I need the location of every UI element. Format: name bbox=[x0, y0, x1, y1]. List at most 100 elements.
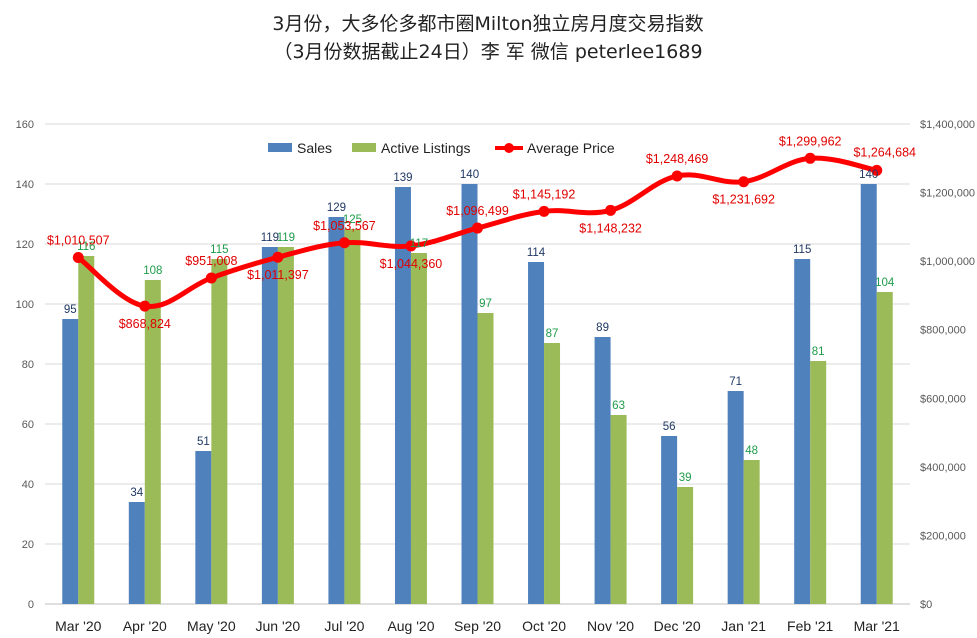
data-label-listings: 104 bbox=[875, 277, 895, 289]
data-label-price: $1,248,469 bbox=[646, 152, 709, 166]
price-point bbox=[205, 272, 217, 284]
y-left-tick-label: 160 bbox=[16, 119, 34, 131]
bar-listings bbox=[144, 280, 161, 604]
bar-listings bbox=[344, 229, 361, 604]
bar-listings bbox=[810, 361, 827, 604]
data-label-listings: 116 bbox=[77, 241, 95, 253]
y-right-tick-label: $600,000 bbox=[920, 393, 966, 405]
data-label-listings: 117 bbox=[410, 238, 428, 250]
data-label-price: $1,011,397 bbox=[247, 268, 309, 282]
price-point bbox=[804, 152, 816, 164]
data-label-listings: 115 bbox=[210, 244, 228, 256]
data-label-sales: 139 bbox=[393, 172, 412, 184]
y-left-tick-label: 60 bbox=[22, 419, 34, 431]
data-label-listings: 48 bbox=[745, 445, 758, 457]
bar-sales bbox=[62, 319, 79, 604]
x-tick-label: Feb '21 bbox=[787, 618, 833, 634]
data-label-price: $1,053,567 bbox=[313, 219, 376, 233]
data-label-price: $1,010,507 bbox=[47, 234, 110, 248]
data-label-sales: 89 bbox=[596, 322, 609, 334]
data-label-sales: 56 bbox=[663, 421, 676, 433]
x-tick-label: Apr '20 bbox=[123, 618, 167, 634]
legend-swatch bbox=[352, 143, 376, 152]
bar-sales bbox=[661, 436, 678, 604]
bar-sales bbox=[261, 247, 278, 604]
x-tick-label: Mar '20 bbox=[55, 618, 101, 634]
data-label-price: $1,299,962 bbox=[779, 134, 842, 148]
bars bbox=[62, 184, 893, 604]
x-tick-label: Nov '20 bbox=[587, 618, 634, 634]
bar-listings bbox=[677, 487, 694, 604]
legend-swatch bbox=[268, 143, 292, 152]
y-left-tick-label: 120 bbox=[16, 239, 34, 251]
bar-listings bbox=[410, 253, 427, 604]
y-right-tick-label: $400,000 bbox=[920, 462, 966, 474]
y-left-tick-label: 40 bbox=[22, 479, 34, 491]
data-label-listings: 39 bbox=[679, 472, 692, 484]
y-left-tick-label: 80 bbox=[22, 359, 34, 371]
legend-label: Active Listings bbox=[381, 140, 470, 156]
x-tick-label: Sep '20 bbox=[454, 618, 501, 634]
data-label-price: $1,264,684 bbox=[853, 145, 916, 159]
chart-title: 3月份，大多伦多都市圈Milton独立房月度交易指数 bbox=[272, 13, 703, 35]
bar-listings bbox=[211, 259, 228, 604]
data-label-price: $1,148,232 bbox=[579, 221, 642, 235]
y-right-tick-label: $1,200,000 bbox=[920, 188, 975, 200]
bar-listings bbox=[610, 415, 627, 604]
y-left-tick-label: 140 bbox=[16, 179, 34, 191]
price-point bbox=[472, 222, 483, 234]
data-label-sales: 51 bbox=[197, 436, 210, 448]
bar-listings bbox=[78, 256, 95, 604]
bar-sales bbox=[528, 262, 545, 604]
y-axis-right: $0 $200,000 $400,000 $600,000 $800,000 $1,000… bbox=[920, 119, 975, 611]
data-label-sales: 119 bbox=[261, 232, 279, 244]
price-point bbox=[605, 204, 617, 216]
price-point bbox=[72, 252, 84, 264]
data-label-sales: 95 bbox=[64, 304, 77, 316]
y-left-tick-label: 0 bbox=[28, 599, 34, 611]
bar-sales bbox=[394, 187, 411, 604]
price-point bbox=[738, 176, 750, 188]
data-label-listings: 81 bbox=[812, 346, 825, 358]
y-left-tick-label: 20 bbox=[22, 539, 34, 551]
bar-sales bbox=[860, 184, 877, 604]
x-tick-label: Jan '21 bbox=[721, 618, 766, 634]
legend: Sales Active Listings Average Price bbox=[268, 140, 615, 156]
y-axis-left: 0 20 40 60 80 100 120 140 160 bbox=[16, 119, 34, 611]
data-label-sales: 129 bbox=[327, 202, 346, 214]
data-label-sales: 140 bbox=[460, 169, 479, 181]
price-point bbox=[338, 237, 350, 249]
data-label-sales: 114 bbox=[527, 247, 546, 259]
x-tick-label: Oct '20 bbox=[522, 618, 566, 634]
y-right-tick-label: $1,000,000 bbox=[920, 256, 975, 268]
data-label-price: $951,008 bbox=[185, 254, 237, 268]
x-tick-label: Jun '20 bbox=[256, 618, 301, 634]
x-tick-label: May '20 bbox=[187, 618, 236, 634]
bar-sales bbox=[594, 337, 611, 604]
data-label-price: $1,096,499 bbox=[446, 204, 509, 218]
data-label-sales: 115 bbox=[793, 244, 811, 256]
legend-marker bbox=[504, 143, 514, 153]
x-tick-label: Jul '20 bbox=[324, 618, 364, 634]
data-label-listings: 125 bbox=[343, 214, 362, 226]
price-point bbox=[671, 170, 683, 182]
y-right-tick-label: $1,400,000 bbox=[920, 119, 975, 131]
bar-sales bbox=[727, 391, 744, 604]
y-right-tick-label: $0 bbox=[920, 599, 932, 611]
price-point bbox=[272, 251, 284, 263]
y-right-tick-label: $200,000 bbox=[920, 530, 966, 542]
data-label-listings: 119 bbox=[277, 232, 295, 244]
y-left-tick-label: 100 bbox=[16, 299, 34, 311]
bar-listings bbox=[876, 292, 893, 604]
price-point bbox=[139, 300, 151, 312]
data-label-listings: 97 bbox=[479, 298, 492, 310]
bar-sales bbox=[328, 217, 345, 604]
data-label-price: $868,824 bbox=[119, 317, 171, 331]
bar-sales bbox=[794, 259, 811, 604]
price-point bbox=[538, 205, 550, 217]
bar-sales bbox=[128, 502, 145, 604]
data-label-price: $1,044,360 bbox=[380, 257, 443, 271]
legend-label: Sales bbox=[297, 140, 332, 156]
bar-listings bbox=[544, 343, 561, 604]
